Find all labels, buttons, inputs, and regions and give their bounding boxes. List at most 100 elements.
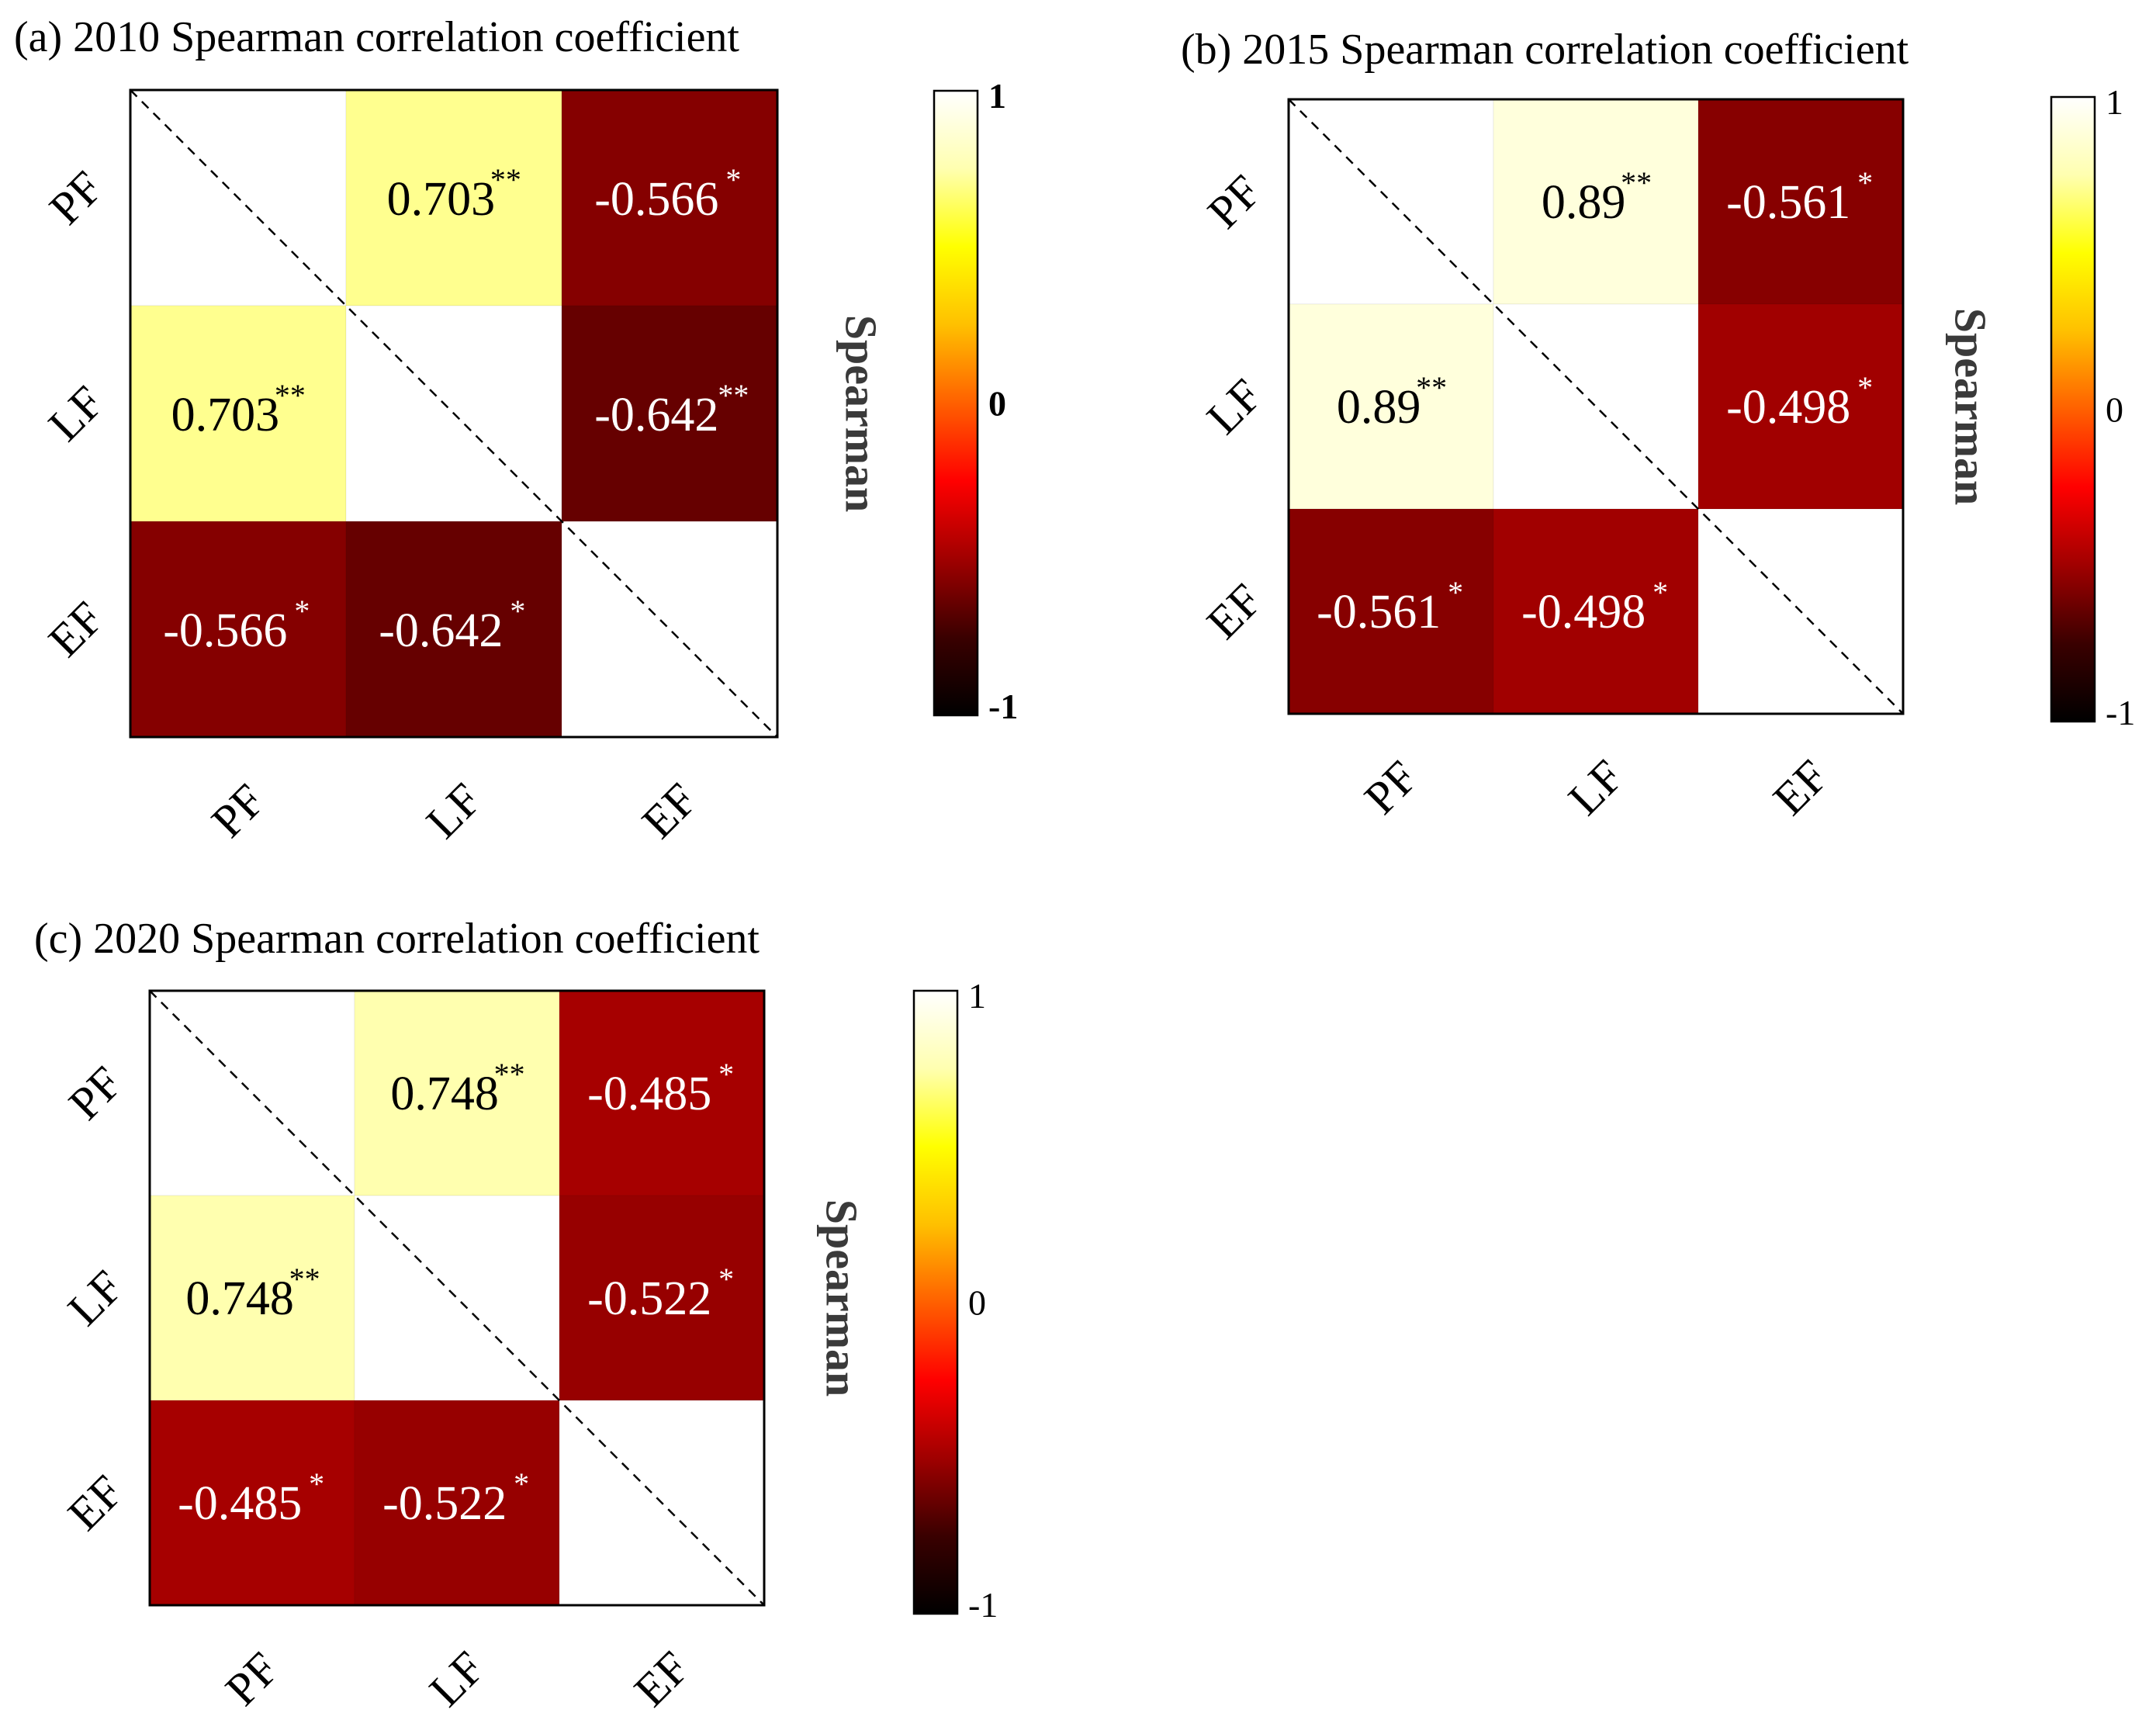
significance-marker: ** — [1416, 370, 1447, 405]
cell-value-label: 0.748 — [390, 1068, 499, 1120]
heatmap-cell-ef-lf — [345, 521, 562, 738]
significance-marker: * — [1857, 370, 1873, 405]
colorbar — [912, 989, 959, 1615]
colorbar-tick-label: -1 — [988, 687, 1018, 726]
significance-marker: * — [514, 1466, 529, 1501]
heatmap-frame — [1287, 98, 1905, 715]
heatmap-cell-pf-ef — [1697, 99, 1904, 305]
significance-marker: ** — [275, 378, 306, 413]
colorbar-tick-label: 1 — [968, 976, 986, 1016]
heatmap-cell-lf-ef — [1697, 303, 1904, 510]
colorbar-tick-label: -1 — [968, 1585, 998, 1625]
diagonal-dashed-line — [149, 990, 765, 1606]
colorbar — [2050, 95, 2096, 723]
heatmap-frame — [148, 989, 766, 1607]
heatmap-cell-lf-pf — [1288, 303, 1494, 510]
colorbar-tick-label: 1 — [988, 76, 1006, 116]
colorbar-tick-label: 0 — [968, 1283, 986, 1323]
cell-value-label: 0.703 — [171, 389, 280, 441]
y-tick-label: PF — [59, 1057, 132, 1130]
colorbar-label: Spearman — [817, 1199, 867, 1397]
panel-title: (b) 2015 Spearman correlation coefficien… — [1181, 26, 1909, 74]
cell-value-label: 0.748 — [185, 1272, 294, 1325]
cell-value-label: -0.485 — [587, 1068, 711, 1120]
significance-marker: * — [1448, 575, 1463, 610]
x-tick-label: PF — [1355, 751, 1428, 824]
significance-marker: * — [1857, 165, 1873, 200]
cell-value-label: -0.566 — [594, 173, 718, 226]
heatmap-cell-pf-lf — [354, 990, 560, 1196]
colorbar-label: Spearman — [1946, 308, 1996, 506]
y-tick-label: LF — [1197, 369, 1272, 444]
colorbar-tick-label: -1 — [2106, 693, 2135, 732]
cell-value-label: -0.522 — [382, 1477, 507, 1530]
heatmap-cell-pf-lf — [345, 89, 562, 306]
cell-value-label: -0.485 — [178, 1477, 302, 1530]
significance-marker: ** — [289, 1262, 320, 1296]
cell-value-label: 0.703 — [387, 173, 496, 226]
y-tick-label: PF — [1198, 165, 1271, 238]
cell-value-label: -0.498 — [1521, 586, 1646, 639]
heatmap-cell-ef-pf — [130, 521, 347, 738]
heatmap-frame — [129, 88, 779, 739]
significance-marker: * — [1652, 575, 1668, 610]
cell-value-label: -0.522 — [587, 1272, 711, 1325]
heatmap-cell-pf-lf — [1493, 99, 1699, 305]
y-tick-label: LF — [39, 376, 113, 451]
x-tick-label: LF — [417, 774, 491, 848]
x-tick-label: LF — [420, 1642, 494, 1716]
significance-marker: * — [725, 162, 741, 197]
y-tick-label: LF — [58, 1261, 133, 1335]
significance-marker: * — [294, 594, 310, 628]
diagonal-dashed-line — [130, 89, 778, 738]
x-tick-label: PF — [216, 1642, 289, 1715]
x-tick-label: EF — [632, 774, 707, 848]
heatmap-cell-lf-ef — [559, 1195, 765, 1401]
heatmap-cell-pf-pf — [149, 990, 355, 1196]
cell-value-label: -0.642 — [379, 604, 503, 657]
significance-marker: ** — [490, 162, 521, 197]
x-tick-label: EF — [1763, 750, 1838, 825]
y-tick-label: EF — [1197, 574, 1272, 649]
significance-marker: ** — [494, 1057, 525, 1092]
heatmap-cell-lf-pf — [149, 1195, 355, 1401]
heatmap-cell-ef-lf — [354, 1400, 560, 1606]
cell-value-label: -0.642 — [594, 389, 718, 441]
diagonal-dashed-line — [1288, 99, 1904, 715]
colorbar-label: Spearman — [836, 315, 887, 513]
heatmap-cell-lf-ef — [561, 305, 778, 522]
heatmap-cell-ef-pf — [149, 1400, 355, 1606]
cell-value-label: -0.561 — [1317, 586, 1441, 639]
heatmap-cell-lf-lf — [1493, 303, 1699, 510]
significance-marker: * — [510, 594, 525, 628]
colorbar-tick-label: 0 — [2106, 390, 2123, 430]
cell-value-label: -0.498 — [1726, 381, 1850, 434]
x-tick-label: PF — [202, 774, 275, 847]
cell-value-label: 0.89 — [1337, 381, 1421, 434]
significance-marker: * — [309, 1466, 324, 1501]
x-tick-label: EF — [625, 1642, 699, 1716]
x-tick-label: LF — [1559, 750, 1633, 825]
panel-title: (a) 2010 Spearman correlation coefficien… — [14, 13, 739, 61]
colorbar-tick-label: 1 — [2106, 82, 2123, 122]
colorbar-tick-label: 0 — [988, 384, 1006, 424]
heatmap-cell-ef-lf — [1493, 508, 1699, 715]
y-tick-label: EF — [58, 1466, 133, 1540]
cell-value-label: -0.566 — [163, 604, 287, 657]
heatmap-panel-b: (b) 2015 Spearman correlation coefficien… — [1181, 26, 2135, 825]
significance-marker: ** — [1621, 165, 1652, 200]
panel-title: (c) 2020 Spearman correlation coefficien… — [34, 915, 760, 963]
cell-value-label: -0.561 — [1726, 176, 1850, 229]
y-tick-label: EF — [39, 592, 113, 666]
significance-marker: * — [718, 1057, 734, 1092]
heatmap-panel-c: (c) 2020 Spearman correlation coefficien… — [34, 915, 998, 1716]
heatmap-panel-a: (a) 2010 Spearman correlation coefficien… — [14, 13, 1018, 848]
heatmap-cell-lf-pf — [130, 305, 347, 522]
heatmap-cell-pf-ef — [559, 990, 765, 1196]
significance-marker: ** — [718, 378, 749, 413]
significance-marker: * — [718, 1262, 734, 1296]
y-tick-label: PF — [40, 161, 112, 234]
cell-value-label: 0.89 — [1542, 176, 1626, 229]
